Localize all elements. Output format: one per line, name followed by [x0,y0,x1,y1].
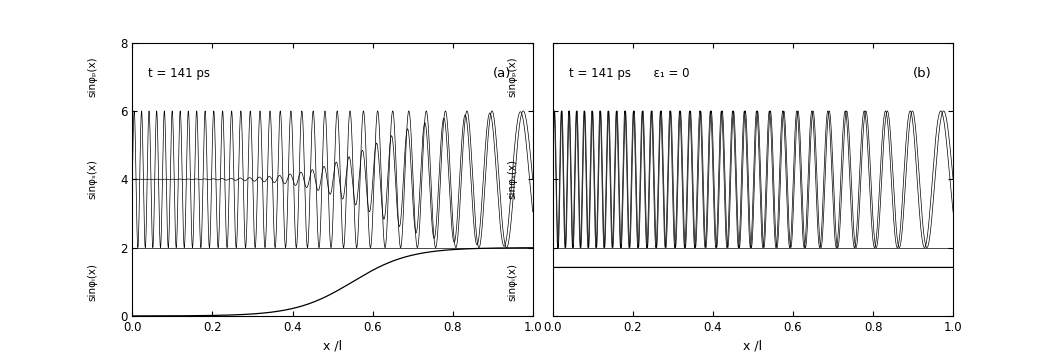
X-axis label: x /l: x /l [743,339,762,353]
Text: sinφₚ(x): sinφₚ(x) [507,56,518,97]
Text: sinφₚ(x): sinφₚ(x) [87,56,97,97]
Text: sinφᵢ(x): sinφᵢ(x) [507,263,518,301]
Text: sinφₛ(x): sinφₛ(x) [87,159,97,199]
Text: sinφₛ(x): sinφₛ(x) [507,159,518,199]
Text: (a): (a) [492,67,511,80]
Text: (b): (b) [913,67,932,80]
Text: sinφᵢ(x): sinφᵢ(x) [87,263,97,301]
Text: t = 141 ps      ε₁ = 0: t = 141 ps ε₁ = 0 [569,67,689,80]
X-axis label: x /l: x /l [323,339,342,353]
Text: t = 141 ps: t = 141 ps [148,67,211,80]
